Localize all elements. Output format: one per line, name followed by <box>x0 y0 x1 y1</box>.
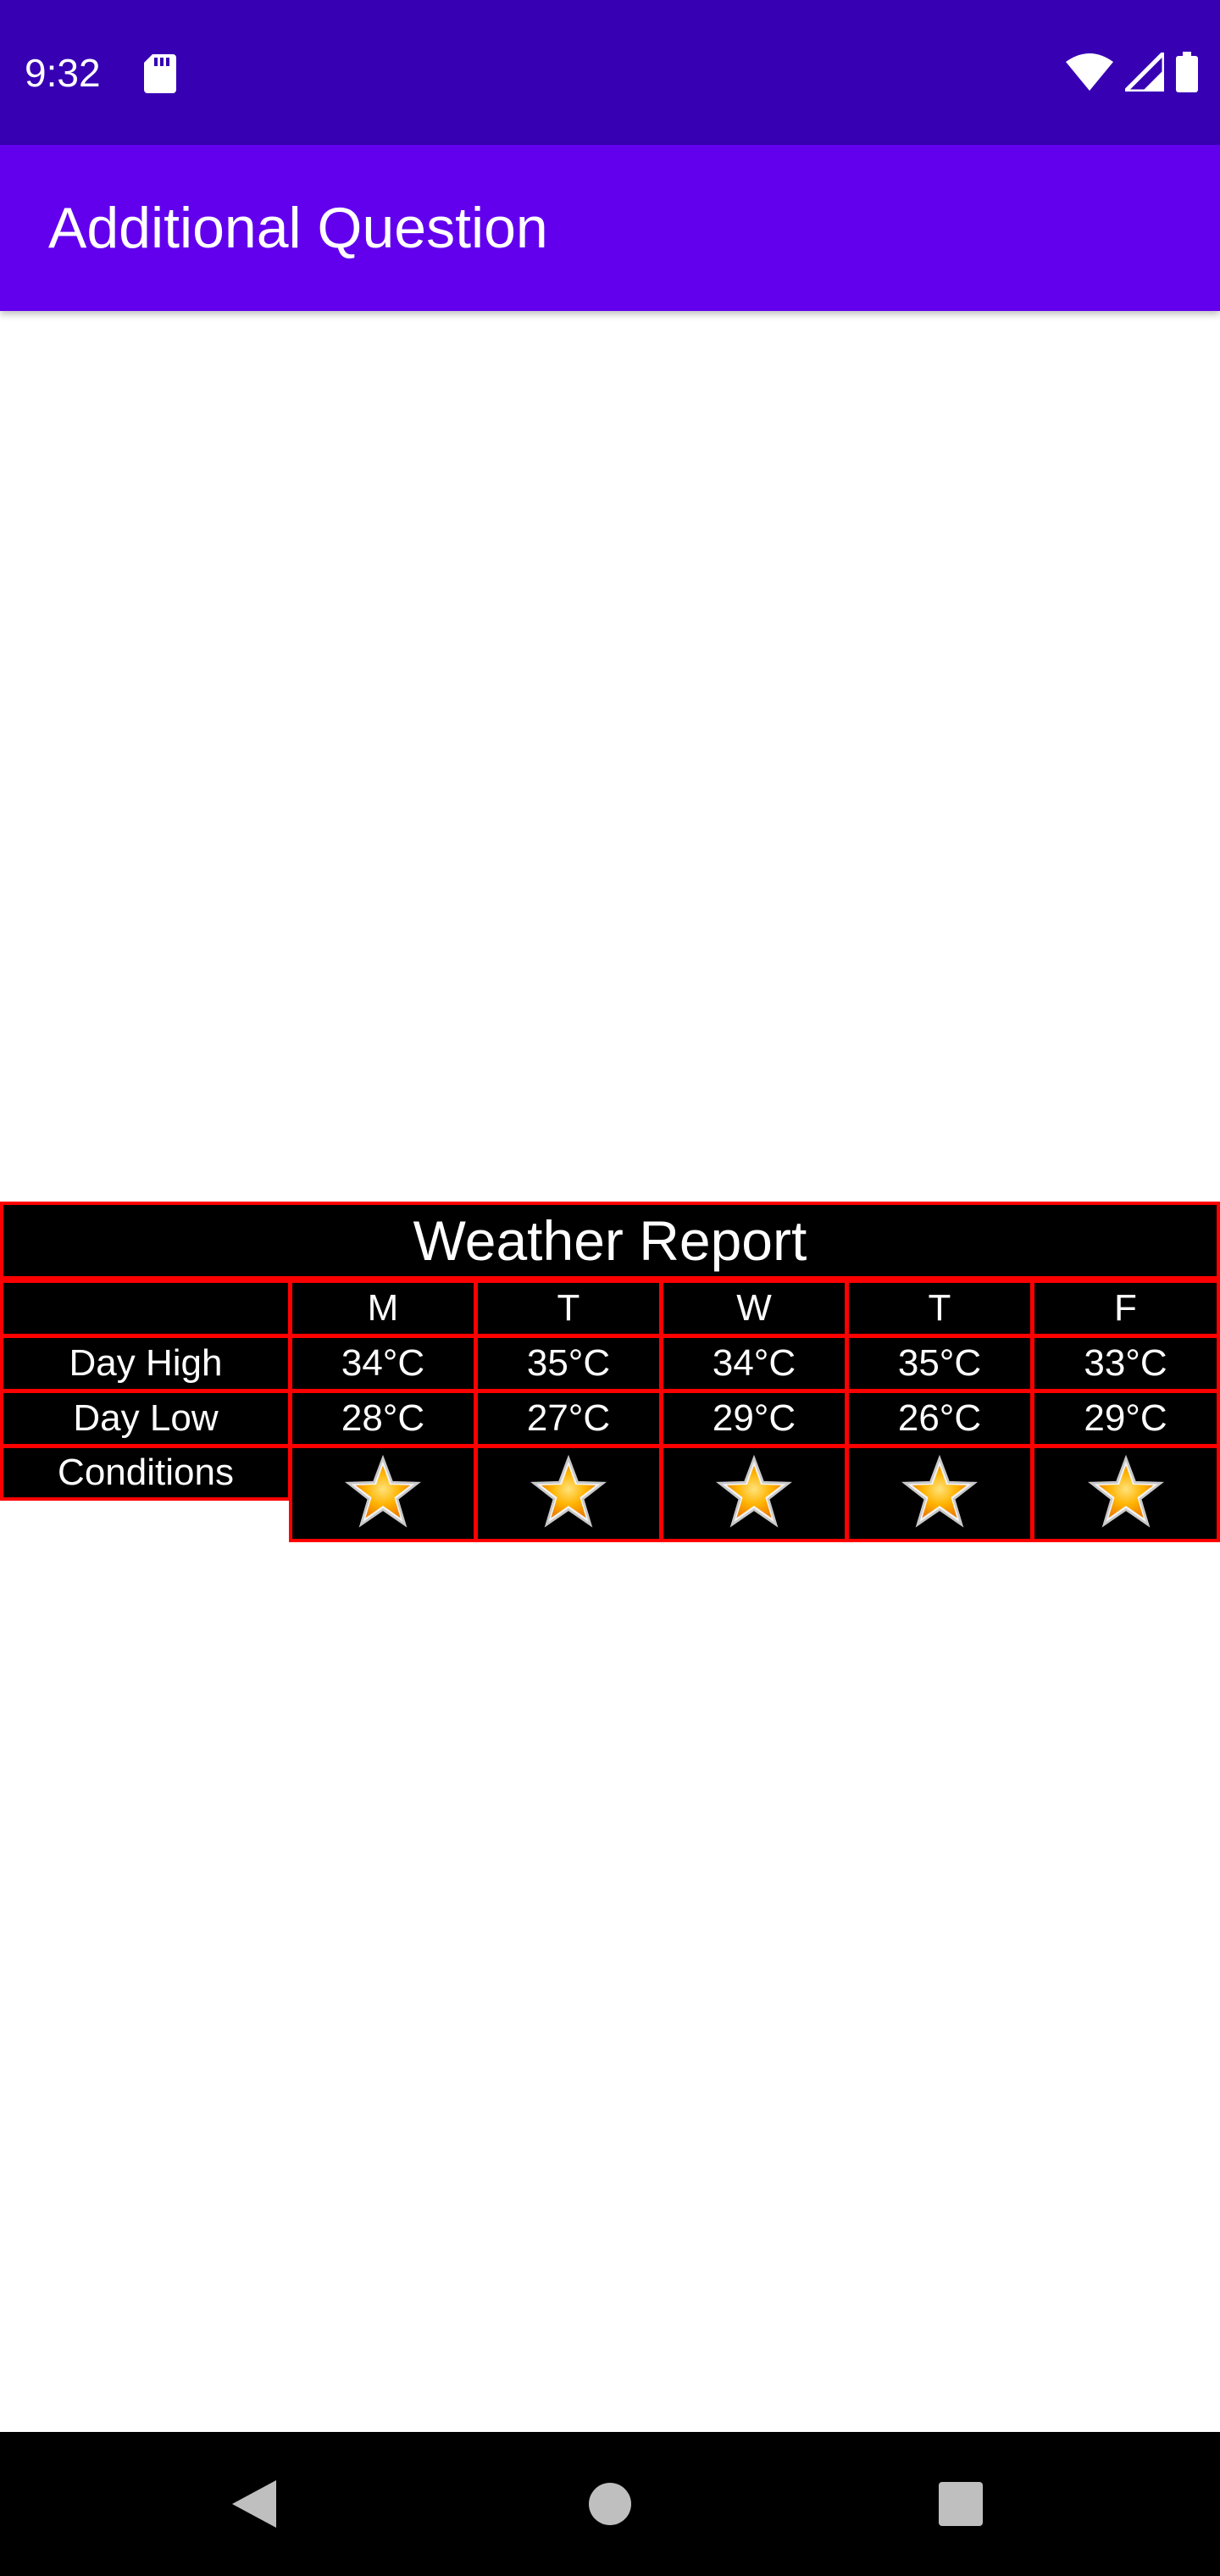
day-low-value: 27°C <box>474 1390 663 1447</box>
day-header: T <box>846 1280 1034 1337</box>
wifi-icon <box>1066 53 1113 91</box>
day-low-value: 26°C <box>846 1390 1034 1447</box>
status-icons <box>1066 51 1198 93</box>
row-label-day-high: Day High <box>0 1335 291 1392</box>
status-bar: 9:32 <box>0 0 1220 145</box>
recents-button[interactable] <box>901 2432 1020 2576</box>
star-icon <box>903 1457 976 1526</box>
star-icon <box>1089 1457 1162 1526</box>
battery-icon <box>1176 52 1198 92</box>
status-time: 9:32 <box>25 51 101 95</box>
day-header: T <box>474 1280 663 1337</box>
condition-cell <box>846 1445 1034 1542</box>
day-high-value: 35°C <box>474 1335 663 1392</box>
header-empty-cell <box>0 1280 291 1337</box>
back-icon <box>232 2480 276 2528</box>
home-icon <box>589 2483 631 2525</box>
day-header: M <box>289 1280 477 1337</box>
condition-cell <box>1031 1445 1220 1542</box>
page-title: Additional Question <box>48 196 548 260</box>
sd-card-icon <box>144 54 176 93</box>
app-bar: Additional Question <box>0 145 1220 311</box>
home-button[interactable] <box>551 2432 669 2576</box>
day-low-value: 28°C <box>289 1390 477 1447</box>
day-high-value: 34°C <box>289 1335 477 1392</box>
back-button[interactable] <box>195 2432 313 2576</box>
row-label-conditions: Conditions <box>0 1445 291 1501</box>
star-icon <box>532 1457 605 1526</box>
row-label-day-low: Day Low <box>0 1390 291 1447</box>
day-low-value: 29°C <box>1031 1390 1220 1447</box>
day-high-value: 35°C <box>846 1335 1034 1392</box>
signal-icon <box>1125 53 1164 92</box>
star-icon <box>718 1457 790 1526</box>
day-high-value: 34°C <box>660 1335 848 1392</box>
condition-cell <box>474 1445 663 1542</box>
day-header: W <box>660 1280 848 1337</box>
table-title: Weather Report <box>0 1202 1220 1280</box>
condition-cell <box>660 1445 848 1542</box>
navigation-bar <box>0 2432 1220 2576</box>
day-high-value: 33°C <box>1031 1335 1220 1392</box>
star-icon <box>347 1457 419 1526</box>
day-low-value: 29°C <box>660 1390 848 1447</box>
recents-icon <box>939 2482 983 2526</box>
condition-cell <box>289 1445 477 1542</box>
day-header: F <box>1031 1280 1220 1337</box>
